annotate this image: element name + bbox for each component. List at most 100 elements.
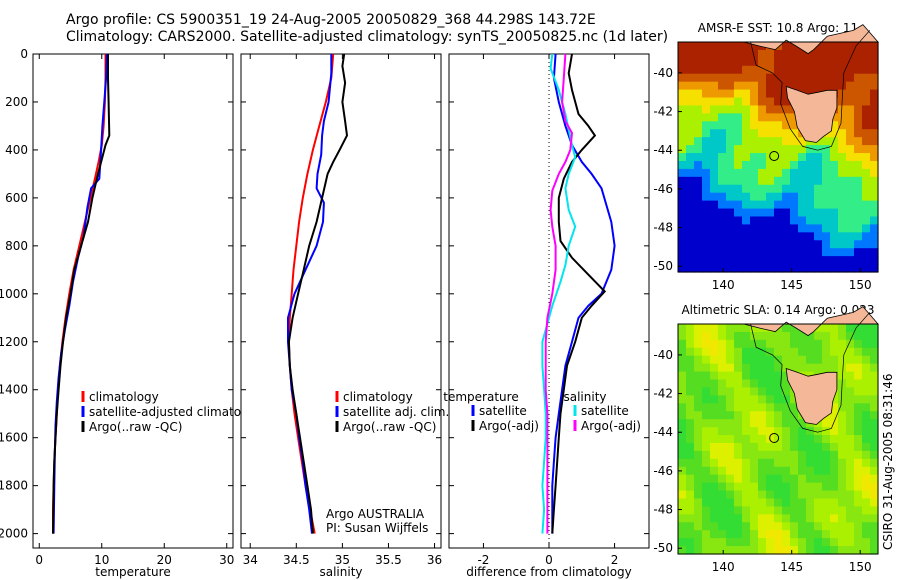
sla-map-cell [830, 506, 839, 515]
sst-map-cell [774, 248, 783, 257]
sla-map-cell [822, 466, 831, 476]
sla-map-cell [758, 339, 767, 349]
sla-map-cell [734, 347, 743, 357]
sst-map-cell [846, 264, 855, 273]
sla-map-cell [678, 458, 687, 468]
sla-map-cell [750, 331, 759, 341]
sla-map-cell [766, 395, 775, 404]
sla-map-cell [870, 387, 879, 396]
sst-map-cell [742, 137, 751, 146]
sla-map-cell [710, 435, 719, 444]
sst-map-cell [814, 256, 823, 265]
sla-map-cell [726, 363, 735, 373]
sla-map-cell [814, 546, 823, 555]
sst-ytick-label: -48 [653, 221, 673, 235]
sla-map-cell [686, 466, 695, 476]
sst-map-cell [798, 65, 807, 75]
sla-map-cell [726, 506, 735, 515]
salinity-xtick-label: 35.5 [375, 553, 402, 567]
sst-map-cell [822, 264, 831, 273]
sst-map-cell [870, 57, 879, 67]
sst-map-cell [774, 129, 783, 138]
legend-item: satellite adj. clim. [343, 405, 449, 419]
sla-map-cell [718, 339, 727, 349]
depth-tick-label: 1800 [0, 479, 28, 493]
sst-map-cell [806, 73, 815, 83]
sst-map-cell [774, 216, 783, 226]
difference-xlabel: difference from climatology [466, 565, 632, 579]
sla-map-cell [702, 498, 711, 508]
sst-map-cell [814, 145, 823, 154]
sla-map-cell [750, 371, 759, 381]
sst-map-cell [718, 248, 727, 257]
salinity-xtick-label: 34.5 [283, 553, 310, 567]
sst-map-cell [710, 264, 719, 273]
sst-map-cell [758, 168, 767, 178]
sst-map-cell [806, 49, 815, 59]
sla-map-cell [798, 490, 807, 500]
sla-map-cell [726, 435, 735, 444]
sst-map-cell [862, 200, 871, 210]
sla-map-cell [854, 474, 863, 484]
sla-map-cell [830, 411, 839, 420]
sla-map-cell [814, 466, 823, 476]
legend-item: Argo(..raw -QC) [89, 420, 182, 434]
sst-map-cell [742, 160, 751, 170]
sst-map-cell [846, 200, 855, 210]
sla-map-cell [750, 411, 759, 420]
sla-map-cell [790, 419, 799, 428]
sla-map-cell [830, 395, 839, 404]
sst-map-cell [846, 248, 855, 257]
sst-map-cell [766, 216, 775, 226]
sst-map-cell [838, 42, 847, 51]
sla-map-cell [846, 538, 855, 547]
sla-map-cell [782, 427, 791, 436]
sla-map-cell [742, 522, 751, 531]
sla-map-cell [734, 530, 743, 539]
credit-program: Argo AUSTRALIA [326, 507, 425, 521]
sla-map-cell [750, 419, 759, 428]
sla-map-cell [710, 514, 719, 523]
sst-map-cell [678, 240, 687, 249]
sst-map-cell [814, 240, 823, 249]
sla-map-cell [726, 482, 735, 492]
sla-map-cell [702, 466, 711, 476]
sla-map-cell [678, 506, 687, 515]
sst-map-cell [782, 137, 791, 146]
sla-map-cell [718, 466, 727, 476]
sla-map-cell [750, 474, 759, 484]
sla-map-cell [838, 331, 847, 341]
sst-map-cell [678, 65, 687, 75]
sst-map-cell [806, 145, 815, 154]
sst-map-cell [702, 97, 711, 107]
sst-map-cell [702, 121, 711, 130]
sst-map-cell [742, 121, 751, 130]
sla-map-cell [734, 514, 743, 523]
sst-map-cell [774, 57, 783, 67]
sst-map-cell [742, 200, 751, 210]
sla-xtick-label: 145 [780, 560, 803, 574]
sst-map-cell [686, 81, 695, 91]
sla-map-cell [742, 379, 751, 389]
sst-map-cell [742, 42, 751, 51]
sst-map-cell [798, 57, 807, 67]
sst-map-cell [806, 160, 815, 170]
sla-map-cell [838, 538, 847, 547]
sla-map-cell [702, 474, 711, 484]
sst-map-cell [726, 224, 735, 233]
sst-map-cell [830, 168, 839, 178]
sla-map-cell [830, 427, 839, 436]
sla-map-cell [790, 427, 799, 436]
sla-map-cell [798, 363, 807, 373]
sst-map-cell [758, 224, 767, 233]
sla-map-cell [734, 387, 743, 396]
sla-map-cell [766, 482, 775, 492]
sla-map-cell [854, 546, 863, 555]
sst-map-cell [694, 65, 703, 75]
sst-map-cell [822, 49, 831, 59]
sla-map-cell [862, 442, 871, 452]
sla-map-cell [734, 427, 743, 436]
sla-map-cell [702, 395, 711, 404]
sst-map-cell [694, 232, 703, 241]
sla-map-cell [790, 331, 799, 341]
